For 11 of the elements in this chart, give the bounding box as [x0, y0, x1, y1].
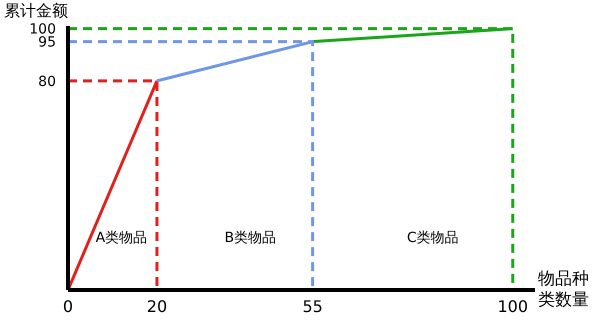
x-tick-label: 55 — [302, 297, 323, 316]
y-tick-label: 80 — [38, 74, 56, 90]
x-tick-label: 100 — [497, 297, 528, 316]
x-tick-label: 0 — [62, 297, 74, 316]
x-axis-title: 物品种类数量 — [538, 269, 589, 310]
x-tick-label: 20 — [146, 297, 168, 316]
annotation: A类物品 — [96, 230, 148, 246]
annotation: B类物品 — [224, 230, 276, 246]
y-tick-label: 95 — [38, 34, 56, 51]
annotation: C类物品 — [406, 230, 459, 246]
y-axis-title: 累计金额 — [4, 1, 68, 20]
